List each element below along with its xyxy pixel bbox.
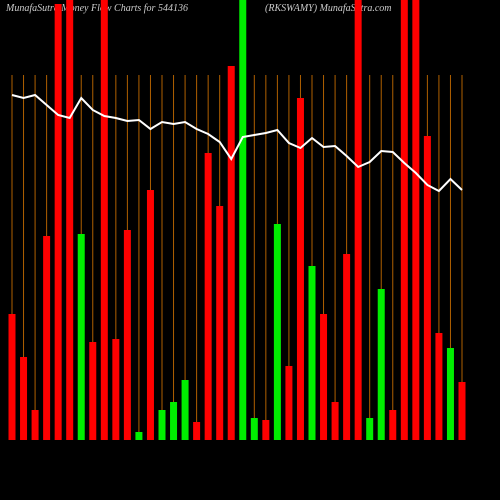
bar <box>412 0 420 440</box>
bar <box>66 0 74 440</box>
bar <box>458 382 466 440</box>
bar <box>123 230 131 440</box>
bar <box>204 153 212 440</box>
bar <box>227 66 235 440</box>
bar <box>389 410 397 440</box>
bar <box>308 266 316 440</box>
chart-title: MunafaSutra Money Flow Charts for 544136 <box>5 3 188 14</box>
bar <box>135 432 143 440</box>
bar <box>8 314 16 440</box>
bar <box>89 342 97 440</box>
bar <box>446 348 454 440</box>
bar <box>296 98 304 440</box>
bar <box>43 236 51 440</box>
bar <box>285 366 293 440</box>
bar <box>250 418 258 440</box>
bar <box>181 380 189 440</box>
bar <box>320 314 328 440</box>
bar <box>77 234 85 440</box>
bar <box>112 339 120 440</box>
bar <box>435 333 443 440</box>
bar <box>354 0 362 440</box>
bar <box>54 4 62 440</box>
bar <box>343 254 351 440</box>
bar <box>331 402 339 440</box>
bar <box>20 357 28 440</box>
bar <box>262 420 270 440</box>
bar <box>100 0 108 440</box>
bar <box>423 136 431 440</box>
bar <box>31 410 39 440</box>
bar <box>273 224 281 440</box>
bar <box>400 0 408 440</box>
price-line <box>11 93 463 193</box>
bar <box>158 410 166 440</box>
bar <box>216 206 224 440</box>
bar <box>146 190 154 440</box>
bar <box>366 418 374 440</box>
bar <box>193 422 201 440</box>
bar <box>239 0 247 440</box>
bar <box>377 289 385 440</box>
chart-subtitle: (RKSWAMY) MunafaSutra.com <box>265 3 392 14</box>
bar <box>170 402 178 440</box>
